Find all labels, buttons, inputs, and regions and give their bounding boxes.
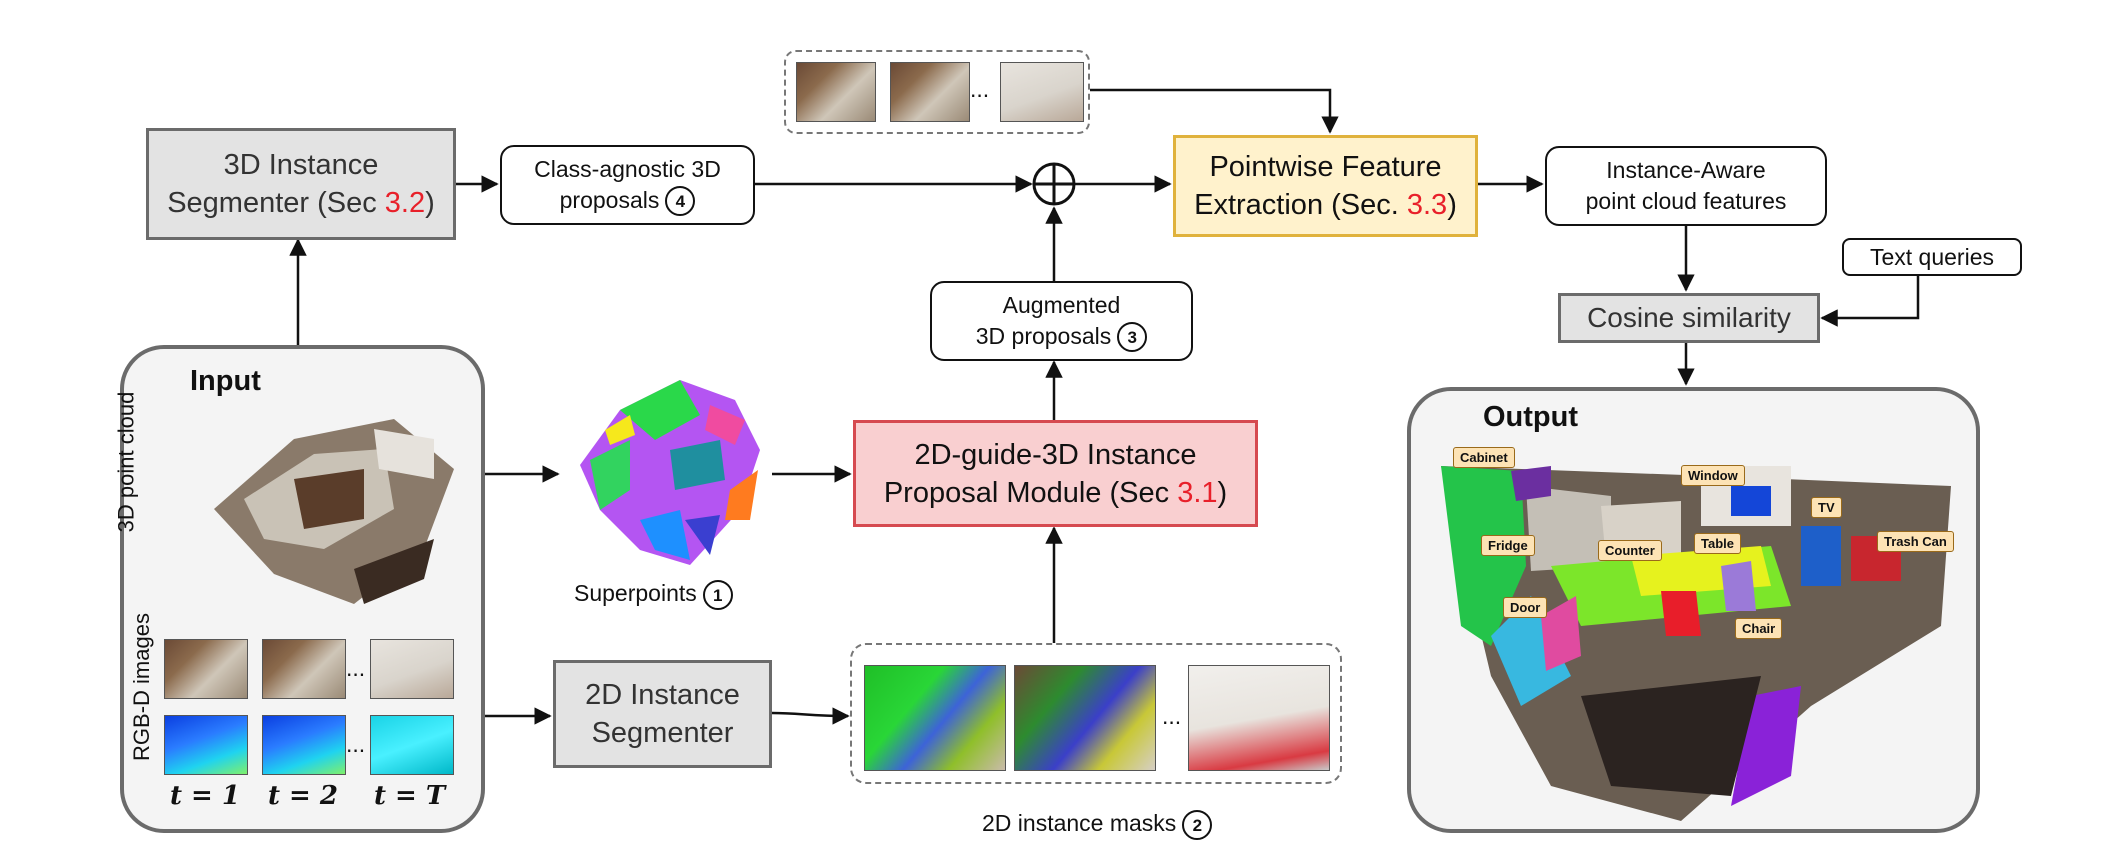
tag-window: Window [1681, 465, 1745, 486]
class-agnostic-proposals-box: Class-agnostic 3D proposals 4 [500, 145, 755, 225]
masks-ellipsis: ... [1162, 703, 1182, 729]
tag-chair: Chair [1735, 618, 1783, 639]
tag-cabinet: Cabinet [1453, 447, 1515, 468]
proposals-line1: Class-agnostic 3D [534, 155, 721, 182]
guide-ref: 3.1 [1177, 476, 1218, 509]
depth-frame-3 [370, 715, 454, 775]
mask-frame-2 [1014, 665, 1156, 771]
text-queries-box: Text queries [1842, 238, 2022, 276]
arrow-frames-to-pointwise [1090, 88, 1339, 134]
augmented-line1: Augmented [1002, 291, 1121, 318]
rgb-frame-1 [164, 639, 248, 699]
pointwise-line1: Pointwise Feature [1209, 151, 1442, 183]
rgb-frame-2 [262, 639, 346, 699]
instance-aware-features-box: Instance-Aware point cloud features [1545, 146, 1827, 226]
step-3-badge: 3 [1117, 322, 1148, 353]
augmented-line2: 3D proposals 3 [976, 321, 1148, 353]
mask-frame-1 [864, 665, 1006, 771]
proposals-line2: proposals 4 [560, 185, 696, 217]
step-2-badge: 2 [1182, 810, 1213, 840]
guide-line2: Proposal Module (Sec 3.1) [883, 476, 1228, 509]
instance-aware-line2: point cloud features [1585, 188, 1787, 214]
input-panel: Input 3D point cloud RGB-D images ... ..… [113, 345, 485, 833]
text-queries-label: Text queries [1869, 243, 1994, 270]
mask-frame-3 [1188, 665, 1330, 771]
top-frames-group: ... [784, 50, 1090, 134]
time-label-3: t = T [374, 781, 446, 811]
segmenter-3d-ref: 3.2 [384, 187, 426, 219]
instance-masks-caption: 2D instance masks 2 [982, 810, 1213, 840]
top-frames-ellipsis: ... [970, 76, 990, 102]
instance-aware-line1: Instance-Aware [1606, 157, 1766, 183]
step-4-badge: 4 [665, 186, 696, 217]
arrow-segmenter2d-to-masks [771, 707, 850, 725]
tag-door: Door [1503, 597, 1548, 618]
guide-proposal-module-box: 2D-guide-3D Instance Proposal Module (Se… [853, 420, 1258, 527]
segmenter-3d-line2: Segmenter (Sec 3.2) [167, 187, 435, 219]
output-segmented-scene [1441, 466, 1951, 821]
pointwise-feature-extraction-box: Pointwise Feature Extraction (Sec. 3.3) [1173, 135, 1478, 237]
input-point-cloud [214, 419, 454, 604]
time-label-1: t = 1 [170, 781, 240, 811]
pointwise-line2: Extraction (Sec. 3.3) [1194, 189, 1457, 221]
tag-counter: Counter [1598, 540, 1662, 561]
guide-line1: 2D-guide-3D Instance [914, 438, 1197, 471]
tag-tv: TV [1811, 497, 1842, 518]
rgbd-images-label: RGB-D images [128, 613, 154, 761]
top-frame-3 [1000, 62, 1084, 122]
superpoints-cloud [580, 380, 760, 565]
cosine-similarity-box: Cosine similarity [1558, 293, 1820, 343]
rgb-frame-3 [370, 639, 454, 699]
depth-ellipsis: ... [346, 731, 366, 757]
top-frame-2 [890, 62, 970, 122]
segmenter-2d-line2: Segmenter [591, 717, 734, 749]
augmented-proposals-box: Augmented 3D proposals 3 [930, 281, 1193, 361]
segmenter-2d-box: 2D Instance Segmenter [553, 660, 772, 768]
segmenter-2d-line1: 2D Instance [585, 679, 740, 711]
top-frame-1 [796, 62, 876, 122]
segmenter-3d-line1: 3D Instance [223, 149, 379, 181]
instance-masks-group: ... [850, 643, 1342, 784]
tag-trash-can: Trash Can [1877, 531, 1954, 552]
point-cloud-label: 3D point cloud [113, 391, 139, 533]
tag-table: Table [1694, 533, 1741, 554]
arrow-queries-to-cosine [1820, 275, 1920, 327]
output-title: Output [1483, 401, 1579, 433]
rgb-ellipsis: ... [346, 655, 366, 681]
depth-frame-2 [262, 715, 346, 775]
step-1-badge: 1 [702, 580, 733, 610]
pointwise-ref: 3.3 [1406, 189, 1448, 221]
superpoints-caption: Superpoints 1 [574, 580, 733, 610]
segmenter-3d-box: 3D Instance Segmenter (Sec 3.2) [146, 128, 456, 240]
depth-frame-1 [164, 715, 248, 775]
time-label-2: t = 2 [268, 781, 338, 811]
cosine-label: Cosine similarity [1587, 302, 1791, 333]
tag-fridge: Fridge [1481, 535, 1535, 556]
output-panel: Output Cabinet Window TV Fridge Counter … [1407, 387, 1980, 833]
input-title: Input [190, 365, 261, 397]
